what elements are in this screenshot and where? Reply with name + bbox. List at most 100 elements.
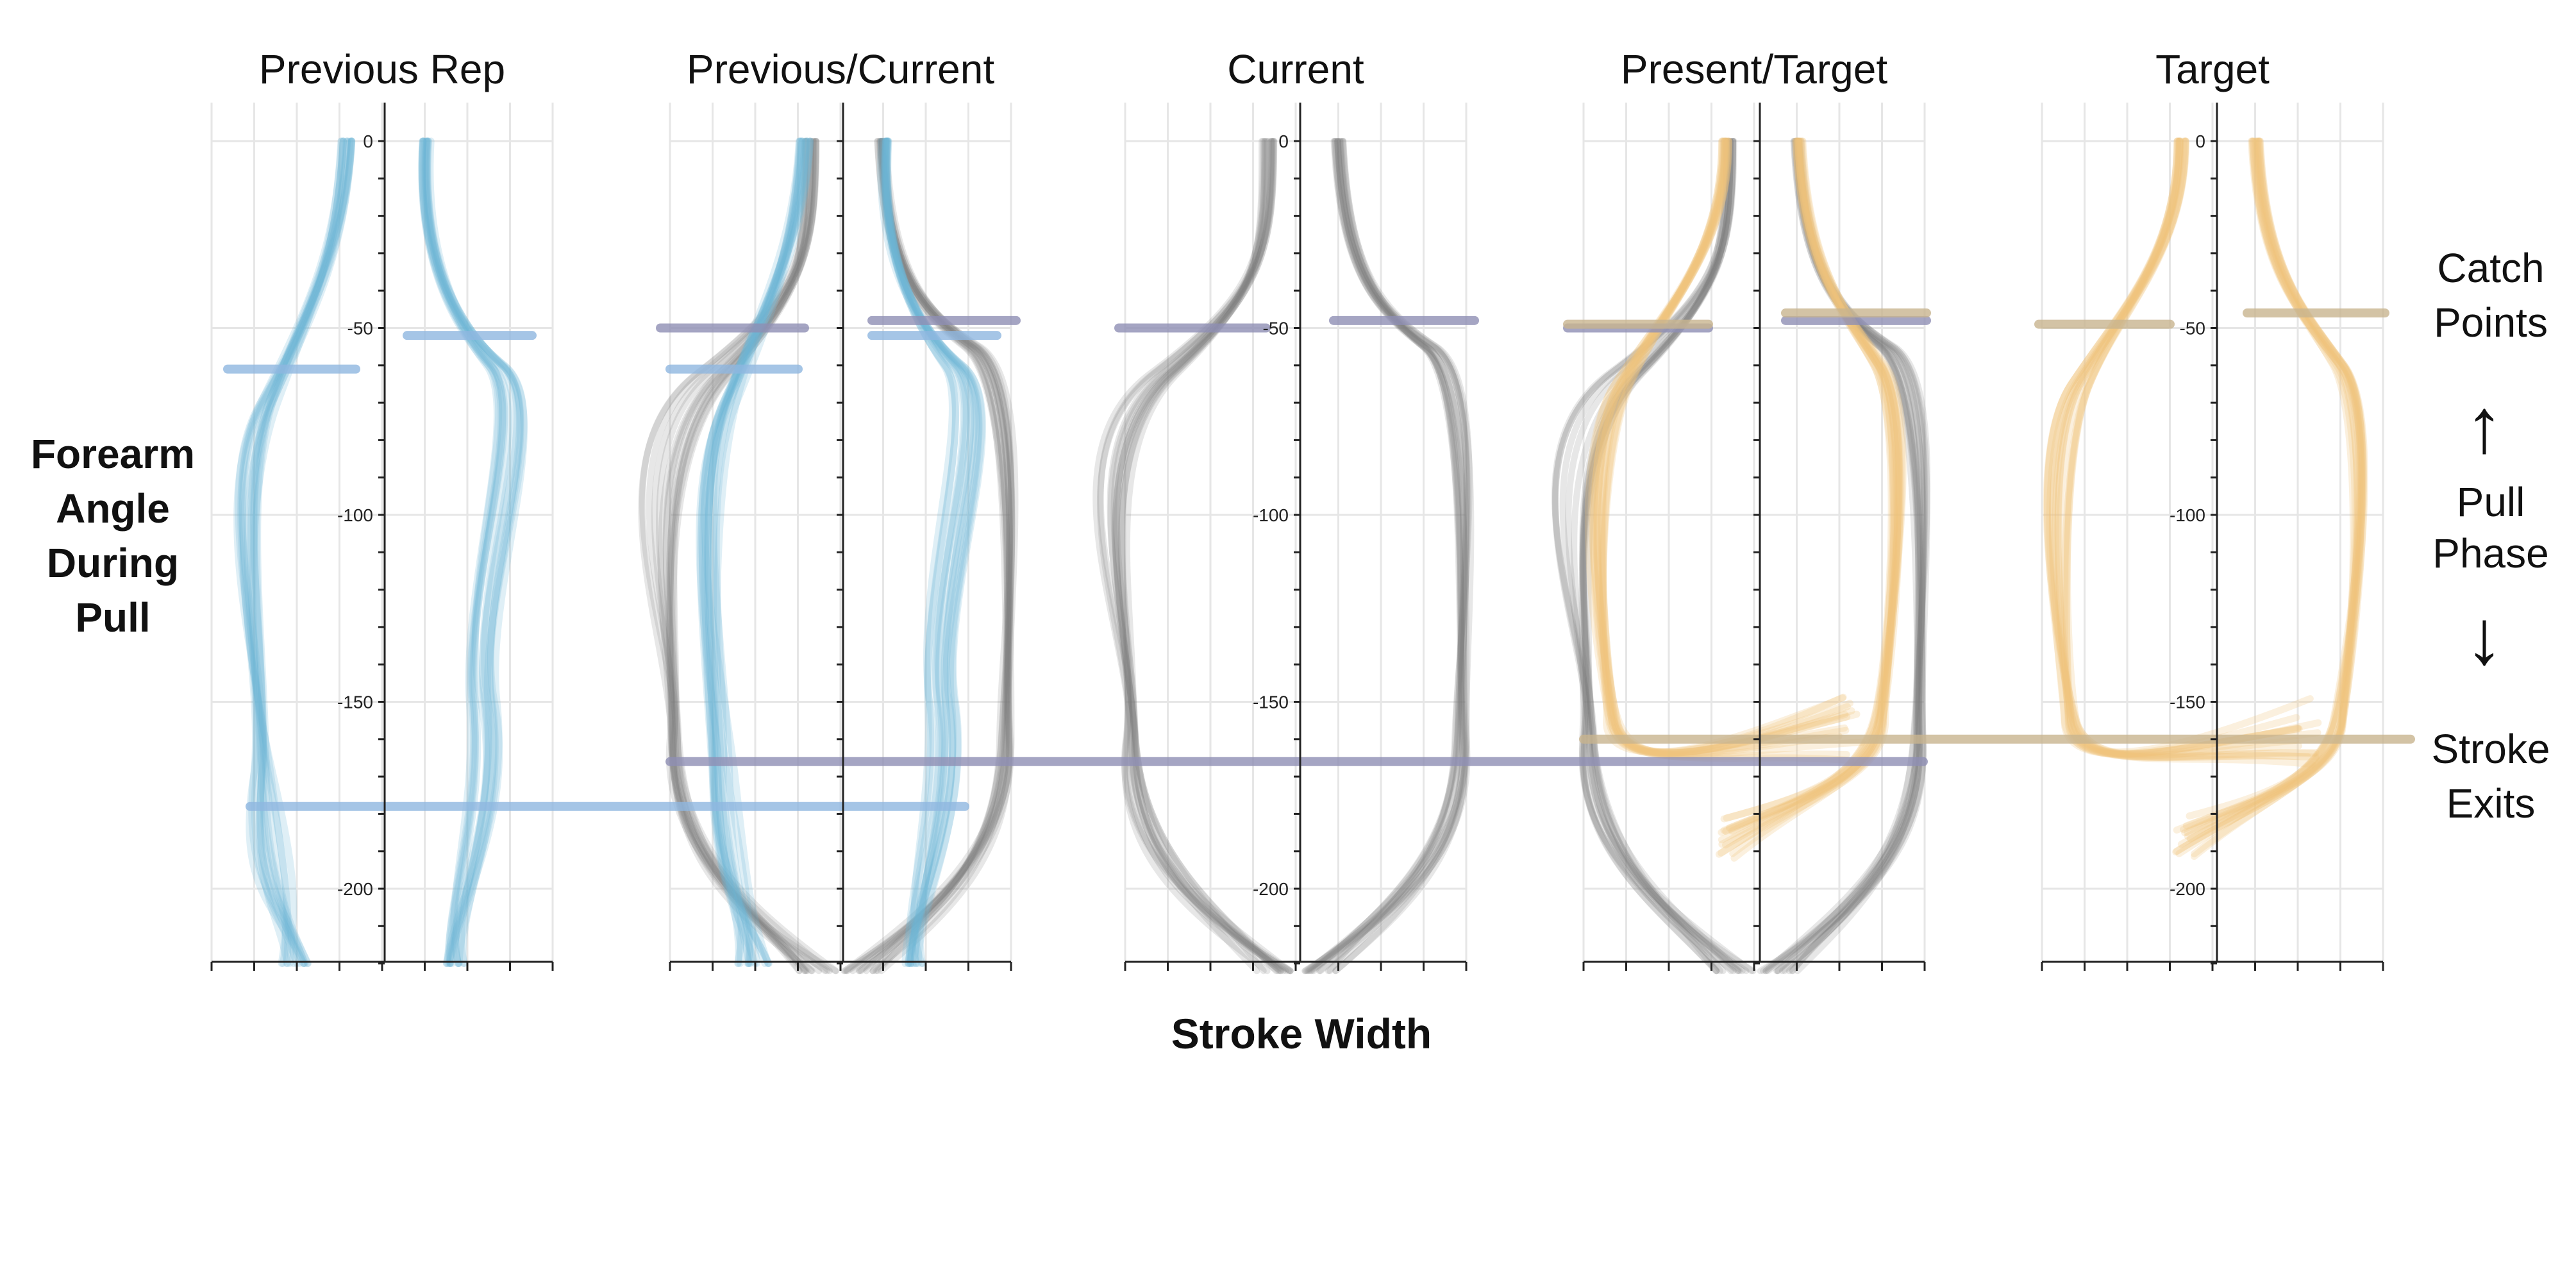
stroke-trace-left [1598,137,1850,761]
stroke-trace-left [238,137,347,968]
stroke-trace-right [2184,137,2357,837]
y-tick-label: 0 [2195,131,2205,151]
stroke-trace-right [1305,138,1471,975]
stroke-trace-right [863,138,1013,975]
stroke-trace-right [882,137,982,968]
stroke-trace-right [2175,137,2368,857]
stroke-trace-right [420,137,528,968]
stroke-trace-left [638,138,816,975]
stroke-trace-right [1326,138,1470,975]
series-current-panel-4 [1551,138,1931,975]
stroke-trace-right [844,138,1013,975]
stroke-trace-left [2054,137,2320,760]
stroke-trace-right [1722,137,1903,849]
stroke-trace-right [857,138,1016,975]
stroke-trace-left [1118,138,1284,975]
stroke-trace-right [883,137,956,968]
stroke-trace-right [1778,138,1922,975]
stroke-trace-left [1113,138,1292,975]
stroke-trace-left [238,137,350,968]
y-tick-label: -150 [2170,693,2205,712]
stroke-trace-right [1774,138,1931,975]
stroke-trace-left [2049,137,2320,761]
stroke-trace-right [843,138,1011,975]
stroke-trace-left [2052,137,2316,768]
y-axis-title-line-4: Pull [75,594,150,641]
stroke-trace-left [1112,138,1269,975]
stroke-trace-left [2048,137,2318,761]
y-tick-label: -200 [1253,879,1289,899]
stroke-trace-right [869,138,1014,975]
stroke-trace-left [662,138,820,975]
arrow-down-icon: ↓ [2465,594,2504,680]
stroke-trace-right [883,137,974,968]
stroke-trace-left [639,138,840,975]
stroke-trace-left [1552,138,1741,975]
stroke-trace-right [882,137,960,968]
stroke-trace-right [423,137,523,968]
stroke-trace-right [1332,138,1465,975]
stroke-trace-right [882,137,959,968]
stroke-trace-left [1114,138,1294,975]
stroke-trace-left [1599,137,1846,756]
stroke-trace-right [1762,138,1927,975]
x-axis-title: Stroke Width [1171,1010,1432,1057]
stroke-trace-left [1580,138,1727,975]
stroke-trace-left [665,138,828,975]
stroke-trace-left [2055,137,2322,757]
stroke-trace-left [710,137,809,968]
stroke-trace-left [704,137,810,968]
y-axis-title-line-3: During [47,540,179,586]
stroke-trace-left [697,137,807,968]
stroke-trace-left [254,137,355,968]
y-tick-label: -100 [337,505,373,525]
stroke-trace-right [424,137,503,968]
stroke-trace-right [1730,137,1898,862]
stroke-trace-left [1594,137,1851,756]
stroke-trace-right [2173,137,2367,834]
stroke-trace-left [237,137,346,968]
stroke-trace-right [884,137,971,968]
stroke-trace-right [1317,138,1469,975]
catch-points-label-1: Catch [2437,245,2544,291]
stroke-trace-right [1759,138,1924,975]
stroke-trace-left [1123,138,1294,975]
stroke-trace-left [709,137,813,968]
stroke-trace-right [1304,138,1470,975]
y-tick-label: -200 [337,879,373,899]
stroke-trace-right [1718,137,1903,836]
stroke-trace-left [1580,138,1734,975]
series-target-panel-4 [1584,137,1907,862]
panel-title: Target [2155,46,2270,92]
stroke-trace-left [2064,137,2321,759]
phase-annotations: Catch Points ↑ Pull Phase ↓ Stroke Exits [2432,245,2550,827]
stroke-trace-right [1718,137,1907,844]
stroke-trace-left [696,137,805,968]
stroke-trace-left [1598,137,1853,756]
stroke-trace-right [421,137,517,968]
stroke-trace-left [1551,138,1757,975]
stroke-trace-right [1789,138,1924,975]
stroke-exits-label-2: Exits [2446,780,2536,827]
stroke-trace-left [233,137,355,968]
y-tick-label: -50 [2180,319,2205,339]
stroke-trace-left [250,137,354,968]
stroke-trace-left [247,137,351,968]
stroke-trace-left [670,138,823,975]
stroke-trace-right [2182,137,2363,830]
stroke-trace-left [698,137,803,968]
y-tick-label: 0 [363,131,373,151]
stroke-trace-left [250,137,355,968]
stroke-trace-left [1580,138,1746,975]
stroke-trace-left [663,138,819,975]
series-current-panel-2 [638,138,1019,975]
stroke-trace-right [1764,138,1925,975]
stroke-trace-left [699,137,804,968]
stroke-trace-left [1584,137,1851,757]
stroke-trace-left [667,138,808,975]
stroke-trace-left [1588,137,1866,759]
stroke-trace-left [1589,137,1850,758]
stroke-trace-left [1590,137,1847,755]
stroke-trace-right [418,137,508,968]
